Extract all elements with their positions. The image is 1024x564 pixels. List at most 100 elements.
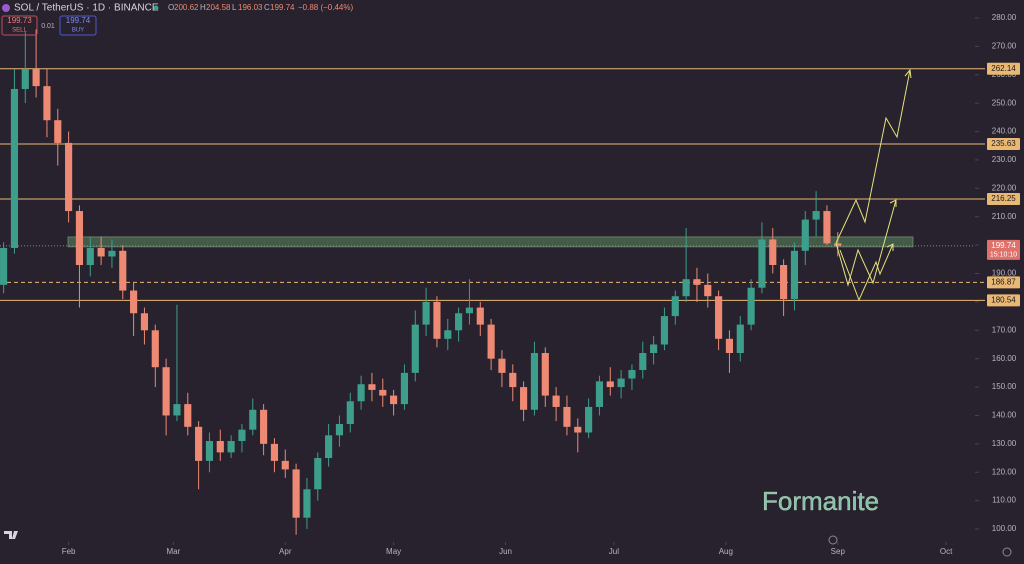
candle-body	[75, 211, 84, 265]
legend-value: 196.03	[238, 3, 263, 12]
candle-body	[238, 429, 246, 442]
y-tick-label: 230.00	[992, 155, 1017, 164]
candle-body	[292, 469, 300, 518]
level-label-box	[987, 137, 1020, 150]
candle-body	[639, 353, 647, 371]
y-tick-label: 280.00	[992, 13, 1017, 22]
x-tick-label: Jul	[609, 547, 619, 556]
candle-body	[541, 353, 549, 396]
candle-body	[834, 243, 842, 246]
ohlc-legend: O 200.62 H 204.58 L 196.03 C 199.74 −0.88 (−0.44…	[168, 3, 353, 12]
candle-body	[509, 372, 517, 388]
y-tick-label: 220.00	[992, 183, 1017, 192]
x-tick-label: Feb	[62, 547, 76, 556]
candle-body	[769, 239, 777, 265]
candle-body	[335, 423, 344, 436]
level-label: 235.63	[991, 139, 1016, 148]
level-label-box	[987, 192, 1020, 205]
candle-body	[173, 404, 181, 416]
candle-body	[823, 211, 831, 244]
sell-button[interactable]	[1, 15, 38, 36]
candle-body	[54, 120, 62, 143]
candle-body	[563, 406, 571, 427]
legend-value: 199.74	[270, 3, 295, 12]
candle-body	[606, 381, 614, 388]
candle-body	[725, 338, 734, 354]
x-tick-label: May	[386, 547, 401, 556]
candle-body	[433, 301, 441, 339]
y-tick-label: 150.00	[992, 382, 1017, 391]
candle-body	[303, 489, 311, 518]
candle-body	[390, 395, 398, 405]
candle-body	[205, 441, 214, 461]
y-tick-label: 240.00	[992, 127, 1017, 136]
candle-body	[574, 426, 582, 433]
level-label: 180.54	[991, 295, 1016, 304]
candle-body	[660, 316, 669, 345]
candle-body	[628, 370, 636, 379]
candle-body	[86, 247, 94, 265]
candle-body	[379, 389, 387, 396]
candle-body	[422, 301, 430, 325]
y-tick-label: 270.00	[992, 41, 1017, 50]
candle-body	[162, 367, 170, 416]
countdown: 15:10:10	[990, 252, 1017, 259]
candle-body	[184, 404, 192, 427]
candle-body	[0, 247, 8, 285]
legend-value: 200.62	[174, 3, 199, 12]
candle-body	[400, 372, 409, 405]
candle-body	[671, 296, 679, 317]
candle-body	[281, 460, 289, 470]
level-label: 186.87	[991, 278, 1016, 287]
arrow-head	[904, 68, 912, 79]
candle-body	[498, 358, 506, 373]
candle-body	[487, 324, 495, 359]
candle-body	[552, 395, 560, 407]
market-status	[153, 5, 159, 11]
level-label-box	[987, 276, 1020, 289]
candle-body	[227, 441, 235, 453]
buy-price: 199.74	[66, 16, 91, 25]
candle-body	[758, 239, 766, 288]
goto-icon[interactable]	[828, 535, 838, 545]
candle-body	[368, 384, 376, 390]
candle-body	[736, 324, 744, 354]
x-tick-label: Jun	[499, 547, 512, 556]
candle-body	[444, 330, 452, 339]
candle-body	[801, 219, 809, 251]
buy-button[interactable]	[59, 15, 97, 36]
candle-body	[715, 296, 723, 339]
candle-body	[455, 313, 463, 331]
y-tick-label: 190.00	[992, 269, 1017, 278]
projection-path	[835, 199, 897, 287]
buy-label: BUY	[72, 28, 84, 34]
y-tick-label: 120.00	[992, 467, 1017, 476]
candle-body	[151, 330, 159, 368]
arrow-head	[889, 199, 897, 207]
projection-path	[835, 69, 911, 244]
candle-body	[32, 69, 40, 87]
candle-body	[43, 86, 51, 121]
logo	[4, 531, 18, 539]
candle-body	[216, 441, 224, 453]
last-price-box	[987, 239, 1020, 260]
candle-body	[260, 409, 268, 444]
legend-key: O	[168, 3, 174, 12]
y-tick-label: 140.00	[992, 411, 1017, 420]
y-tick-label: 100.00	[992, 524, 1017, 533]
sell-price: 199.73	[7, 16, 32, 25]
x-tick-label: Oct	[940, 547, 953, 556]
candle-body	[693, 279, 701, 285]
settings-icon[interactable]	[1002, 547, 1012, 557]
candle-body	[704, 284, 712, 297]
price-axis: 280.00270.00260.00250.00240.00230.00220.…	[62, 13, 1020, 556]
x-tick-label: Mar	[166, 547, 180, 556]
symbol-title: SOL / TetherUS · 1D · BINANCE	[14, 3, 159, 14]
level-label-box	[987, 62, 1020, 75]
projection-paths	[835, 68, 912, 302]
watermark: Formanite	[762, 486, 879, 516]
candle-body	[21, 69, 29, 89]
level-label: 262.14	[991, 64, 1016, 73]
candle-body	[476, 307, 484, 325]
